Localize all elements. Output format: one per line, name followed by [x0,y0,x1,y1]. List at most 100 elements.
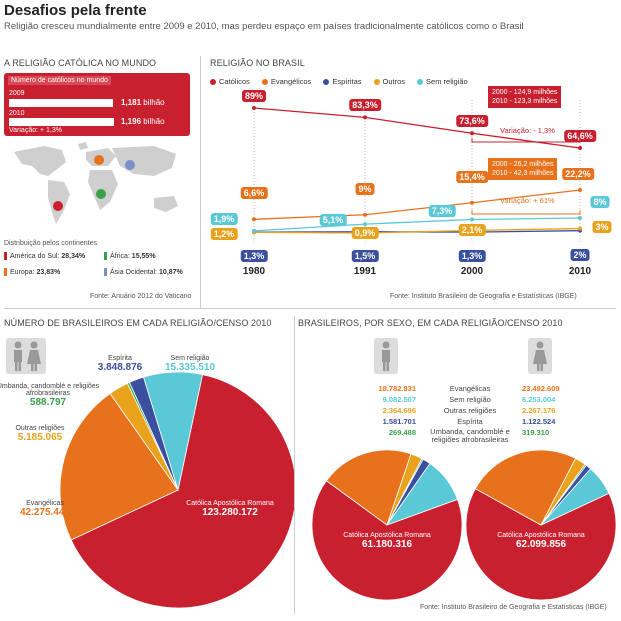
data-label: 83,3% [349,99,381,112]
data-label: 8% [590,196,610,208]
data-label: 1,2% [210,228,238,241]
data-label: 1,3% [458,250,486,263]
women-value: 2.267.176 [522,406,556,415]
row-year-2009: 2009 [9,90,25,97]
legend-item: Católicos [210,77,250,86]
women-value: 1.122.524 [522,417,556,426]
continent-south-america: América do Sul: 28,34% [4,252,85,260]
series-point [470,200,474,205]
legend-dot-icon [373,79,380,85]
pie-total-slice-0 [70,374,294,609]
men-value: 9.082.507 [382,395,416,404]
pie-men-slice-5 [385,462,458,526]
pie-total-slice-1 [59,392,179,541]
data-label: 9% [355,182,375,195]
series-line-0 [253,107,581,149]
bracket-evangelicos [471,210,581,215]
swatch-icon [4,268,7,276]
series-point [252,217,256,222]
women-value: 6.253.004 [522,395,556,404]
series-point [578,216,582,220]
people-icon [6,338,46,374]
continent-africa: África: 15,55% [104,252,156,260]
data-label: 73,6% [456,115,488,128]
series-point [470,131,474,136]
sex-source: Fonte: Instituto Brasileiro de Geografia… [420,604,607,611]
pie-women-slice-5 [540,468,610,526]
man-icon [374,338,398,374]
pie-by-sex [311,450,617,601]
pie-sex-catolica-label: Católica Apostólica Romana 62.099.856 [497,532,585,550]
continent-europe: Europa: 23,83% [4,268,60,276]
brazil-legend: Católicos Evangélicos Espíritas Outros Sem r… [210,71,620,89]
year-label: 1991 [353,266,377,277]
men-value: 1.581.701 [382,417,416,426]
legend-item: Evangélicos [261,77,311,86]
pie-label-4: Espírita 3.848.876 [97,355,143,373]
europe-marker [94,155,104,165]
pie-label-3: Umbanda, candomblé e religiões afrobrasi… [0,383,100,408]
legend-dot-icon [210,79,216,85]
series-point [578,146,582,150]
data-label: 0,9% [351,227,379,239]
continents-title: Distribuição pelos continentes [4,240,97,247]
legend-dot-icon [417,79,424,85]
series-point [363,222,367,227]
data-label: 1,9% [210,212,238,225]
legend-dot-icon [261,79,268,85]
pie-women-slice-0 [465,488,617,601]
legend-item: Espíritas [323,77,362,86]
page-title: Desafios pela frente [4,2,147,19]
data-label: 89% [241,90,267,102]
world-source: Fonte: Anuário 2012 do Vaticano [90,293,192,300]
series-point [578,226,582,231]
pie-men-slice-1 [325,450,412,526]
data-label: 2% [570,248,590,261]
series-point [470,217,474,222]
callout-catolicos: 2000 - 124,9 milhões 2010 - 123,3 milhõe… [488,86,562,108]
series-point [252,228,256,233]
series-point [578,188,582,192]
pie-total [59,371,294,609]
pie-label-5: Sem religião 15.335.510 [164,355,216,373]
category-label: Outras religiões [443,406,497,415]
legend-item: Sem religião [417,77,468,86]
women-value: 319.310 [522,428,550,437]
row-bar-2010 [9,118,114,126]
data-label: 3% [592,220,612,233]
world-variation: Variação: + 1,3% [9,127,62,134]
men-value: 2.364.696 [382,406,416,415]
woman-icon [528,338,552,374]
data-label: 22,2% [562,168,594,180]
asia-marker [125,160,135,170]
world-section-title: A RELIGIÃO CATÓLICA NO MUNDO [4,58,157,68]
data-label: 2,1% [458,224,486,237]
pie-label-1: Evangélicas 42.275.440 [19,500,71,518]
data-label: 1,3% [240,250,268,263]
data-label: 64,6% [564,130,596,142]
swatch-icon [104,252,107,260]
page-subtitle: Religião cresceu mundialmente entre 2009… [4,21,524,32]
men-value: 269.488 [388,428,416,437]
pie-men-slice-0 [311,480,463,601]
legend-item: Outros [373,77,405,86]
south-america-marker [53,201,63,211]
category-label: Umbanda, candomblé e religiões afrobrasi… [430,427,510,444]
category-label: Espírita [457,417,483,426]
divider [4,308,616,309]
pie-label-2: Outras religiões 5.185.065 [15,425,65,443]
year-label: 2000 [460,266,484,277]
pie-sex-catolica-label: Católica Apostólica Romana 61.180.316 [343,532,431,550]
variation-catolicos: Variação: - 1,3% [500,126,555,135]
year-label: 1980 [242,266,266,277]
swatch-icon [104,268,107,276]
pie-total-title: NÚMERO DE BRASILEIROS EM CADA RELIGIÃO/C… [4,318,272,328]
row-bar-2009 [9,99,113,107]
series-point [252,106,256,110]
row-value-2010: 1,196 bilhão [121,117,165,126]
divider [200,56,201,308]
series-point [363,115,367,120]
brazil-section-title: RELIGIÃO NO BRASIL [210,58,305,68]
data-label: 15,4% [456,170,488,183]
africa-marker [96,189,106,199]
